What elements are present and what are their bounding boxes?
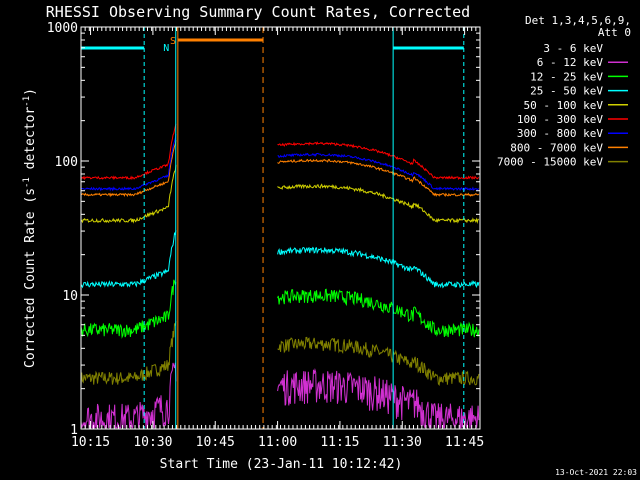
series-line-2 — [277, 288, 480, 338]
legend-entry-label: 800 - 7000 keV — [510, 141, 603, 154]
legend-entry-label: 12 - 25 keV — [530, 70, 603, 83]
y-axis-label-part: Corrected Count Rate (s — [23, 188, 38, 368]
footer-date: 13-Oct-2021 22:03 — [555, 468, 637, 477]
y-tick-label: 10 — [62, 289, 78, 304]
legend-entry-label: 100 - 300 keV — [517, 113, 603, 126]
saa-label: S — [170, 36, 176, 47]
y-axis-label-part: ) — [23, 88, 38, 96]
chart-title: RHESSI Observing Summary Count Rates, Co… — [46, 3, 470, 21]
series-line-0 — [277, 381, 480, 430]
series-line-1 — [277, 368, 480, 429]
series-line-3 — [277, 246, 480, 289]
night-label: N — [163, 43, 169, 54]
series-line-5 — [277, 141, 480, 180]
series-line-3 — [80, 230, 177, 289]
legend-header: Det 1,3,4,5,6,9, — [525, 14, 631, 27]
x-tick-label: 11:30 — [383, 435, 422, 450]
y-axis-label-sup: -1 — [22, 177, 32, 188]
series-line-7 — [80, 140, 177, 198]
legend-entry-label: 300 - 800 keV — [517, 127, 603, 140]
series-line-4 — [80, 164, 177, 224]
y-tick-label: 100 — [55, 155, 78, 170]
legend-entry-label: 6 - 12 keV — [537, 56, 604, 69]
series-line-7 — [277, 158, 480, 197]
x-tick-label: 11:00 — [258, 435, 297, 450]
x-tick-label: 10:45 — [196, 435, 235, 450]
x-tick-label: 11:15 — [320, 435, 359, 450]
series-line-5 — [80, 123, 177, 181]
x-tick-label: 10:30 — [133, 435, 172, 450]
series-line-8 — [277, 336, 480, 387]
y-axis-label: Corrected Count Rate (s-1 detector-1) — [22, 88, 38, 368]
y-axis-label-sup: -1 — [22, 96, 32, 107]
series-line-6 — [80, 133, 177, 192]
x-axis-label: Start Time (23-Jan-11 10:12:42) — [160, 457, 403, 472]
y-tick-label: 1 — [70, 423, 78, 438]
x-tick-label: 10:15 — [71, 435, 110, 450]
series-line-8 — [80, 321, 177, 386]
y-axis-label-part: detector — [23, 107, 38, 178]
x-tick-label: 11:45 — [445, 435, 484, 450]
y-tick-label: 1000 — [47, 21, 78, 36]
legend-header: Att 0 — [598, 26, 631, 39]
series-line-4 — [277, 183, 479, 225]
series-line-6 — [277, 152, 479, 192]
legend-entry-label: 7000 - 15000 keV — [497, 156, 603, 169]
legend-entry-label: 50 - 100 keV — [524, 99, 604, 112]
series-line-1 — [80, 362, 177, 430]
legend-entry-label: 25 - 50 keV — [530, 85, 603, 98]
legend-entry-label: 3 - 6 keV — [543, 42, 603, 55]
axes: 1 10 100 1000 10:15 10:30 10:45 11:00 11:15 11:30… — [47, 21, 485, 450]
series-line-2 — [80, 279, 177, 339]
